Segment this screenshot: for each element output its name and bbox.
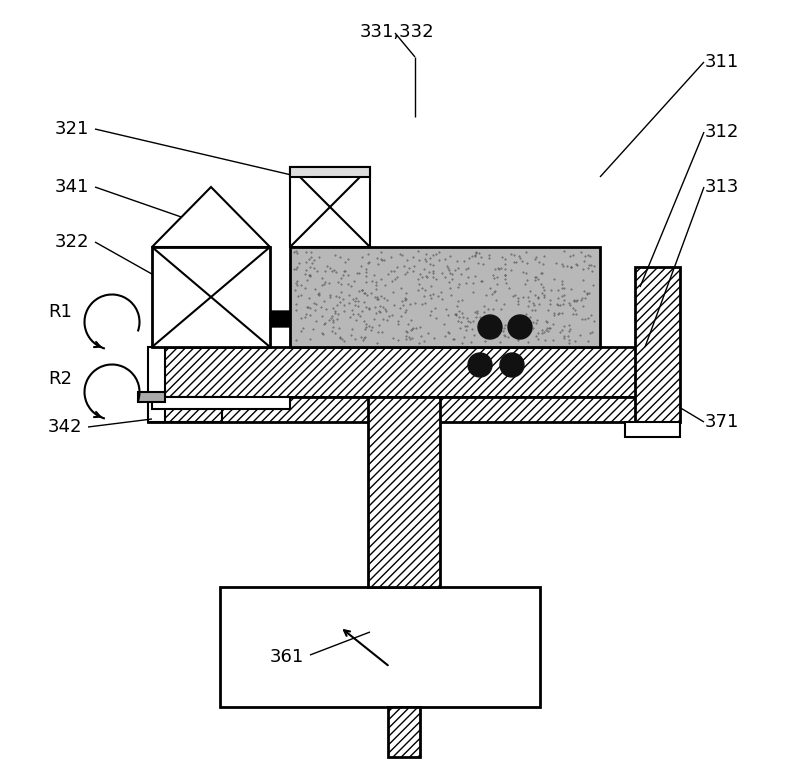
Text: 371: 371 [705,413,739,431]
Text: 322: 322 [55,233,90,251]
Circle shape [468,353,492,377]
Text: 311: 311 [705,53,739,71]
Bar [152,247,270,347]
Bar [388,707,420,757]
Bar [290,167,370,247]
Bar [148,347,645,397]
Text: 313: 313 [705,178,739,196]
Text: 361: 361 [270,648,304,666]
Bar [290,167,370,177]
Circle shape [500,353,524,377]
Bar [152,397,222,422]
Bar [152,397,290,409]
Text: R2: R2 [48,370,72,388]
Bar [148,347,165,422]
Bar [290,247,600,347]
Text: 341: 341 [55,178,90,196]
Bar [635,267,680,422]
Circle shape [478,315,502,339]
Circle shape [508,315,532,339]
Text: 331,332: 331,332 [360,23,434,41]
Bar [625,422,680,437]
Text: 342: 342 [48,418,82,436]
Text: 312: 312 [705,123,739,141]
Text: 321: 321 [55,120,90,138]
Text: R1: R1 [48,303,72,321]
Bar [220,587,540,707]
Bar [368,397,440,587]
Polygon shape [152,187,270,247]
Bar [148,397,645,422]
Bar [138,392,165,402]
